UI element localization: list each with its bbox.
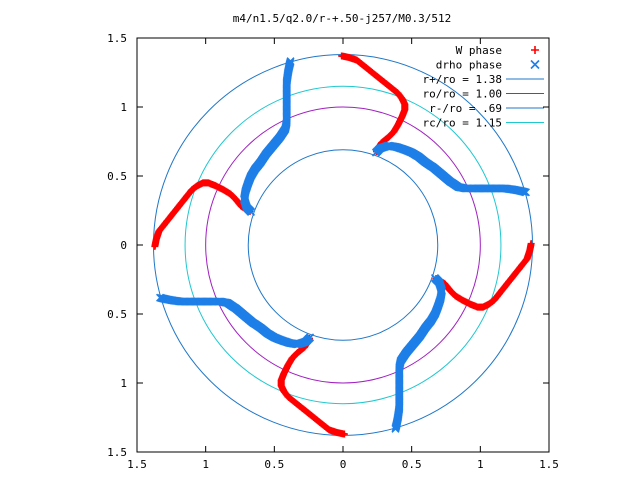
circle-3: [184, 85, 502, 405]
y-tick-label: 1.5: [107, 32, 127, 45]
circle-2: [247, 149, 439, 341]
legend-label-0: W phase: [456, 44, 502, 57]
legend-label-2: r+/ro = 1.38: [423, 73, 502, 86]
phase-points: [151, 52, 535, 438]
x-tick-label: 1.5: [539, 458, 559, 471]
legend-label-5: rc/ro = 1.15: [423, 117, 502, 130]
x-tick-label: 0.5: [402, 458, 422, 471]
chart-title: m4/n1.5/q2.0/r-+.50-j257/M0.3/512: [233, 12, 452, 25]
y-tick-label: 1.5: [107, 446, 127, 459]
x-tick-label: 1: [202, 458, 209, 471]
point: [391, 424, 400, 433]
y-tick-label: 0: [120, 239, 127, 252]
series-1: [156, 57, 530, 433]
circle-1: [205, 106, 481, 384]
point: [521, 188, 530, 197]
point: [286, 57, 295, 66]
point: [156, 293, 165, 302]
x-tick-label: 0: [340, 458, 347, 471]
y-tick-label: 1: [120, 101, 127, 114]
legend-marker-0: [531, 46, 539, 54]
y-tick-label: 1: [120, 377, 127, 390]
axes: 1.5 1 0.5 0 0.5 1 1.51.510.500.511.5: [107, 32, 559, 471]
legend-label-3: ro/ro = 1.00: [423, 88, 502, 101]
x-tick-label: 1.5: [127, 458, 147, 471]
legend-label-1: drho phase: [436, 59, 502, 72]
legend-marker-1: [530, 59, 540, 70]
y-tick-label: 0.5: [107, 170, 127, 183]
legend-label-4: r-/ro = .69: [429, 102, 502, 115]
x-tick-label: 1: [477, 458, 484, 471]
y-tick-label: 0.5: [107, 308, 127, 321]
x-tick-label: 0.5: [264, 458, 284, 471]
